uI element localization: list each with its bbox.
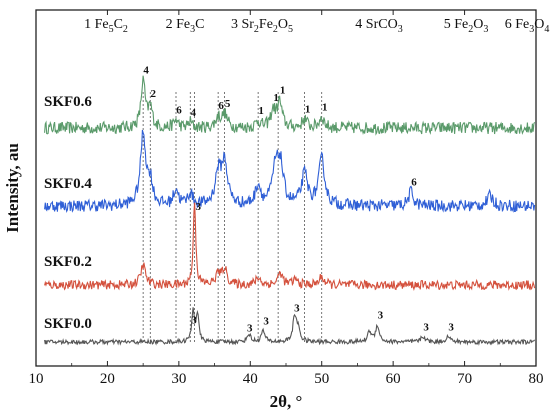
legend-entry: 6 Fe3​O4​ <box>505 17 550 35</box>
legend-entry: 5 Fe2​O3​ <box>444 17 489 35</box>
reference-lines-group <box>142 92 323 344</box>
x-tick-label: 60 <box>386 371 401 387</box>
peak-label: 1 <box>273 92 279 104</box>
x-tick-label: 10 <box>29 371 44 387</box>
peak-label: 1 <box>322 102 328 114</box>
x-ticks-group: 10 20 30 40 50 60 70 80 <box>29 10 544 387</box>
x-tick-label: 50 <box>314 371 329 387</box>
peak-label: 6 <box>411 176 417 188</box>
peak-label: 2 <box>151 88 157 100</box>
x-axis-title: 2θ, ° <box>270 392 303 411</box>
x-tick-label: 30 <box>171 371 186 387</box>
peak-label: 3 <box>294 302 300 314</box>
x-tick-label: 80 <box>529 371 544 387</box>
peak-label: 1 <box>258 105 264 117</box>
x-tick-label: 20 <box>100 371 115 387</box>
series-label: SKF0.4 <box>44 176 92 192</box>
peak-label: 3 <box>378 309 384 321</box>
peak-label: 3 <box>423 321 429 333</box>
peak-label: 3 <box>191 315 197 327</box>
series-label: SKF0.2 <box>44 254 92 270</box>
legend-entry: 4 SrCO3​ <box>355 17 402 35</box>
y-axis-title: Intensity, au <box>3 143 22 233</box>
series-line <box>44 202 536 291</box>
peak-label: 1 <box>280 85 286 97</box>
peak-label: 3 <box>263 315 269 327</box>
peak-label: 3 <box>247 323 253 335</box>
peak-label: 6 <box>176 105 182 117</box>
series-line <box>44 75 536 136</box>
peak-label: 4 <box>143 65 149 77</box>
peak-label: 3 <box>448 321 454 333</box>
peak-label: 3 <box>196 201 202 213</box>
legend-entry: 2 Fe3​C <box>166 17 205 35</box>
series-line <box>44 307 536 346</box>
peak-label: 1 <box>305 103 311 115</box>
peak-label: 4 <box>191 107 197 119</box>
series-label: SKF0.0 <box>44 316 92 332</box>
series-line <box>44 129 536 213</box>
legend-group: 1 Fe5​C2​ 2 Fe3​C 3 Sr2​Fe2​O5​ 4 SrCO3​ 5 F… <box>84 17 549 35</box>
legend-entry: 1 Fe5​C2​ <box>84 17 128 35</box>
x-tick-label: 40 <box>243 371 258 387</box>
series-group <box>44 75 536 346</box>
peak-label: 6 <box>218 100 224 112</box>
x-tick-label: 70 <box>457 371 472 387</box>
series-label: SKF0.6 <box>44 94 92 110</box>
legend-entry: 3 Sr2​Fe2​O5​ <box>231 17 293 35</box>
peak-label: 5 <box>225 98 231 110</box>
